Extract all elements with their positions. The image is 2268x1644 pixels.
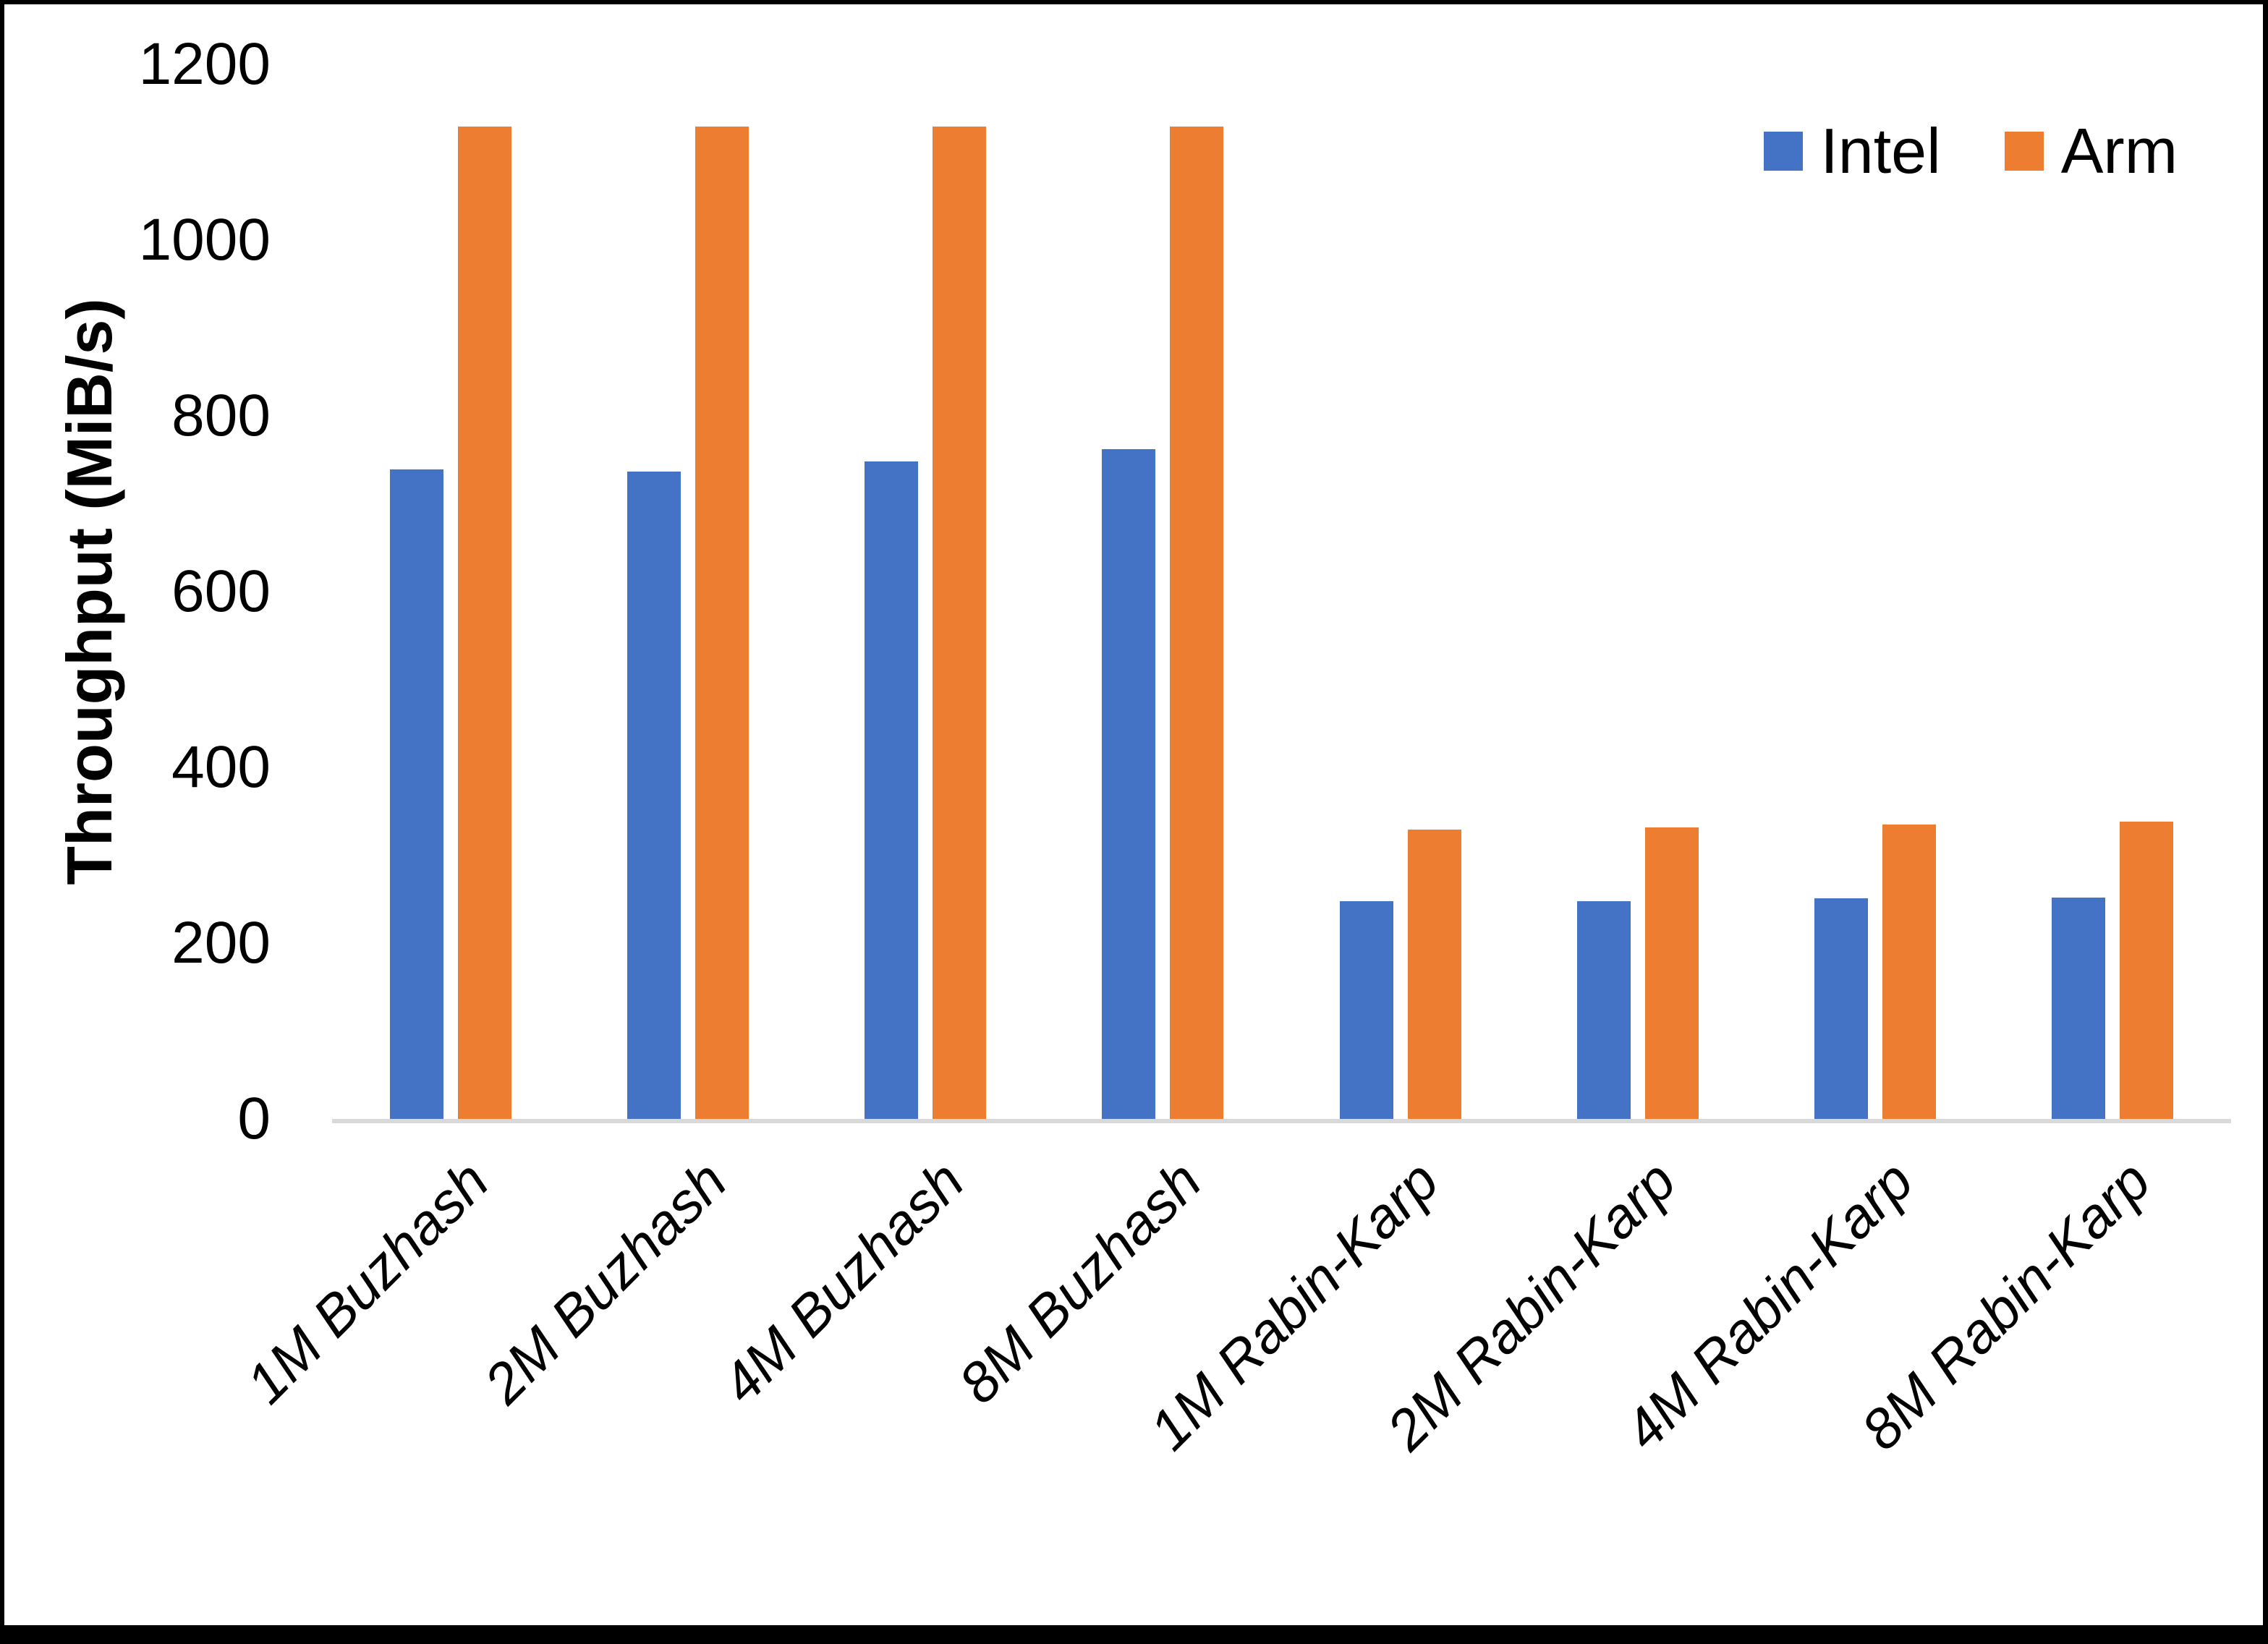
x-label-4m-buzhash: 4M Buzhash [708, 1149, 976, 1415]
legend: Intel Arm [1764, 119, 2178, 184]
legend-label-intel: Intel [1820, 115, 1941, 187]
bar-intel-2m-buzhash [627, 471, 681, 1119]
bar-group-4m-rabin-karp [1757, 64, 1994, 1119]
bar-arm-1m-buzhash [458, 127, 512, 1119]
bar-arm-2m-rabin-karp [1644, 827, 1699, 1119]
y-tick-label-1200: 1200 [138, 31, 271, 97]
bar-group-2m-buzhash [569, 64, 807, 1119]
bar-intel-4m-rabin-karp [1814, 898, 1868, 1119]
legend-item-intel: Intel [1764, 115, 1941, 187]
bar-group-8m-buzhash [1044, 64, 1281, 1119]
bar-arm-8m-rabin-karp [2119, 822, 2173, 1119]
y-tick-label-800: 800 [171, 383, 271, 448]
bar-arm-8m-buzhash [1170, 127, 1224, 1119]
bar-group-1m-buzhash [332, 64, 569, 1119]
bar-intel-4m-buzhash [865, 461, 919, 1119]
x-axis-line [332, 1119, 2231, 1123]
bar-group-8m-rabin-karp [1994, 64, 2231, 1119]
bar-intel-8m-rabin-karp [2051, 897, 2105, 1119]
bar-group-1m-rabin-karp [1282, 64, 1519, 1119]
bar-intel-1m-buzhash [390, 469, 444, 1119]
legend-label-arm: Arm [2060, 115, 2178, 187]
bar-arm-4m-buzhash [933, 127, 987, 1119]
bar-intel-1m-rabin-karp [1339, 900, 1393, 1119]
bar-arm-4m-rabin-karp [1882, 824, 1936, 1119]
bar-intel-2m-rabin-karp [1576, 900, 1631, 1119]
x-label-2m-buzhash: 2M Buzhash [471, 1149, 739, 1415]
y-tick-label-400: 400 [171, 734, 271, 800]
bar-arm-1m-rabin-karp [1407, 830, 1461, 1119]
bar-arm-2m-buzhash [695, 127, 749, 1119]
x-label-8m-buzhash: 8M Buzhash [946, 1149, 1213, 1415]
x-label-1m-buzhash: 1M Buzhash [234, 1149, 501, 1415]
y-tick-label-200: 200 [171, 910, 271, 976]
legend-item-arm: Arm [2004, 115, 2178, 187]
arm-series-swatch-icon [2004, 132, 2044, 171]
plot-area [332, 64, 2231, 1119]
bar-intel-8m-buzhash [1102, 449, 1156, 1119]
y-tick-label-0: 0 [237, 1086, 271, 1151]
y-tick-label-1000: 1000 [138, 207, 271, 273]
intel-series-swatch-icon [1764, 132, 1804, 171]
y-tick-label-600: 600 [171, 558, 271, 624]
bar-group-2m-rabin-karp [1519, 64, 1757, 1119]
bar-group-4m-buzhash [807, 64, 1044, 1119]
